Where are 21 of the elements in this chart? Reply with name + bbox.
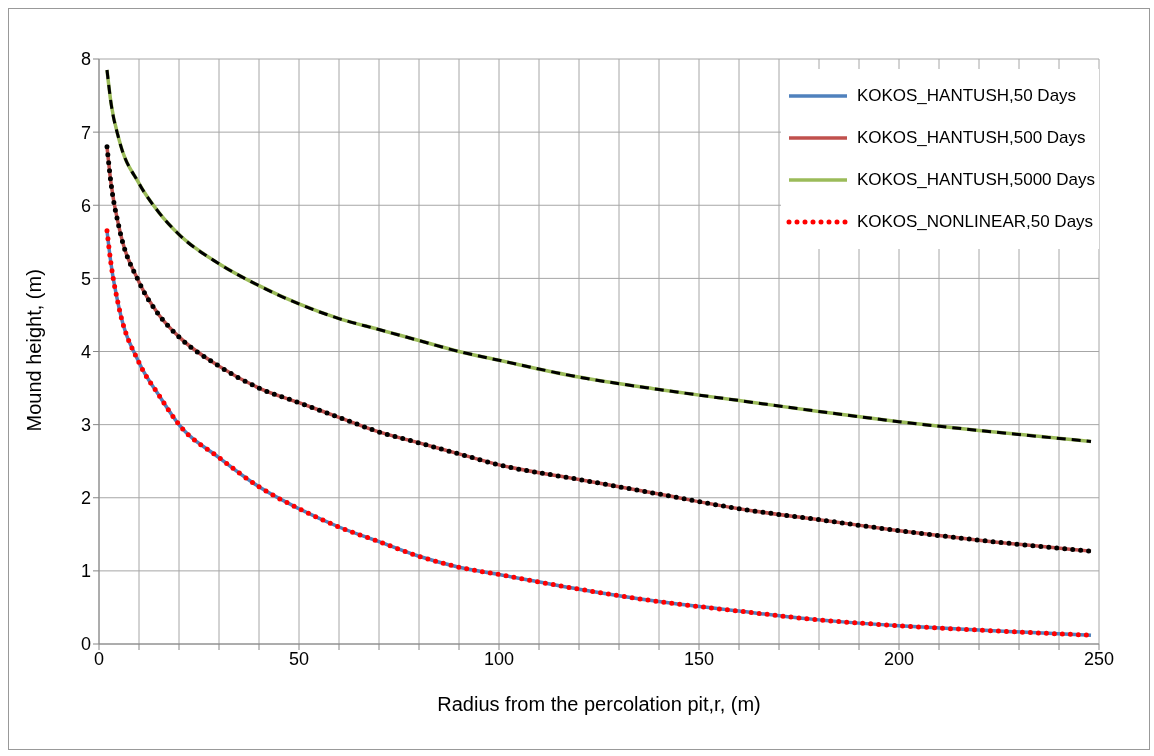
x-tick-label: 0	[93, 648, 105, 669]
y-tick-label: 4	[80, 341, 91, 362]
y-tick-label: 5	[80, 268, 91, 289]
y-axis-title: Mound height, (m)	[23, 269, 46, 432]
y-tick-label: 1	[80, 561, 91, 582]
x-axis-title: Radius from the percolation pit,r, (m)	[437, 693, 761, 715]
y-tick-label: 7	[80, 122, 91, 143]
y-tick-label: 3	[80, 415, 91, 436]
legend-label: KOKOS_HANTUSH,500 Days	[856, 128, 1086, 148]
legend-label: KOKOS_HANTUSH,5000 Days	[856, 170, 1095, 190]
y-tick-label: 2	[80, 488, 91, 509]
x-tick-label: 150	[683, 648, 715, 669]
legend-label: KOKOS_NONLINEAR,50 Days	[856, 212, 1094, 232]
x-tick-label: 200	[883, 648, 915, 669]
y-tick-label: 6	[80, 195, 91, 216]
x-tick-label: 100	[483, 648, 515, 669]
x-tick-label: 50	[288, 648, 310, 669]
y-tick-label: 0	[80, 634, 91, 655]
x-tick-label: 250	[1083, 648, 1115, 669]
legend-label: KOKOS_HANTUSH,50 Days	[856, 86, 1077, 106]
y-tick-label: 8	[80, 49, 91, 70]
